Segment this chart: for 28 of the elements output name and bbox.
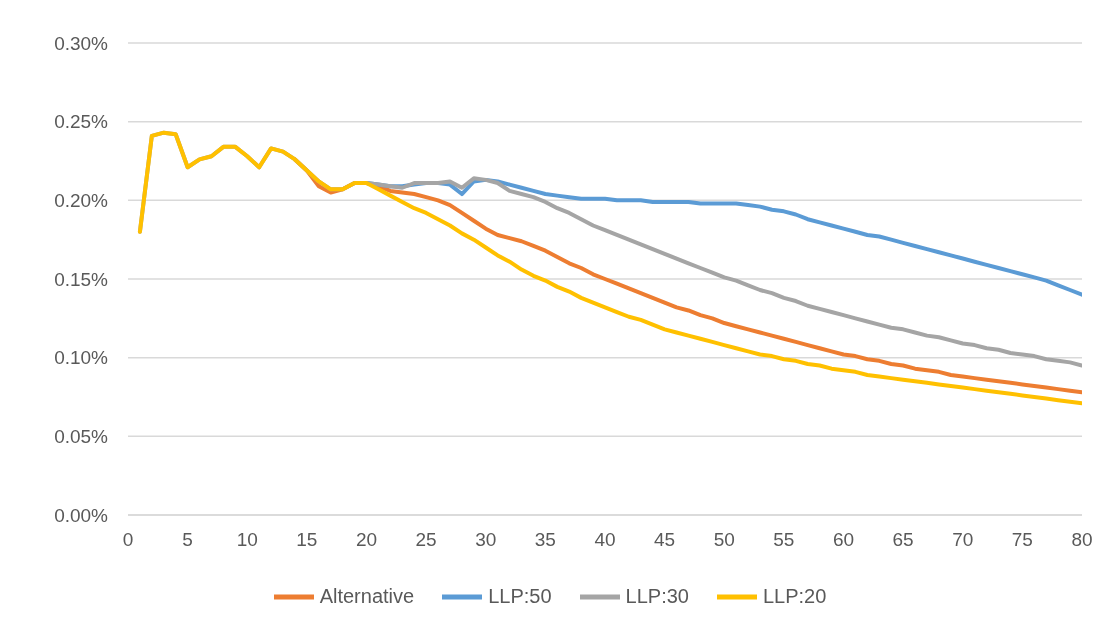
x-tick-label: 50 bbox=[713, 529, 735, 551]
y-tick-label: 0.00% bbox=[54, 504, 109, 526]
y-tick-label: 0.10% bbox=[54, 347, 109, 369]
x-tick-label: 10 bbox=[236, 529, 258, 551]
x-tick-label: 45 bbox=[654, 529, 676, 551]
y-tick-label: 0.25% bbox=[54, 111, 109, 133]
x-tick-label: 75 bbox=[1011, 529, 1033, 551]
y-tick-label: 0.15% bbox=[54, 268, 109, 290]
x-tick-label: 15 bbox=[296, 529, 318, 551]
x-tick-label: 65 bbox=[892, 529, 914, 551]
x-tick-label: 5 bbox=[182, 529, 193, 551]
y-tick-label: 0.20% bbox=[54, 190, 109, 212]
x-tick-label: 55 bbox=[773, 529, 795, 551]
x-tick-label: 25 bbox=[415, 529, 437, 551]
legend-label: LLP:50 bbox=[488, 585, 552, 608]
x-tick-label: 30 bbox=[475, 529, 497, 551]
x-tick-label: 60 bbox=[832, 529, 855, 551]
y-tick-label: 0.30% bbox=[54, 32, 109, 54]
y-tick-label: 0.05% bbox=[54, 426, 109, 448]
x-tick-label: 80 bbox=[1071, 529, 1093, 551]
legend-label: LLP:30 bbox=[625, 585, 689, 608]
x-tick-label: 20 bbox=[355, 529, 378, 551]
legend-label: Alternative bbox=[319, 585, 415, 608]
x-tick-label: 35 bbox=[534, 529, 556, 551]
x-tick-label: 0 bbox=[122, 529, 134, 551]
x-tick-label: 40 bbox=[594, 529, 616, 551]
x-tick-label: 70 bbox=[952, 529, 974, 551]
legend-label: LLP:20 bbox=[762, 585, 827, 608]
